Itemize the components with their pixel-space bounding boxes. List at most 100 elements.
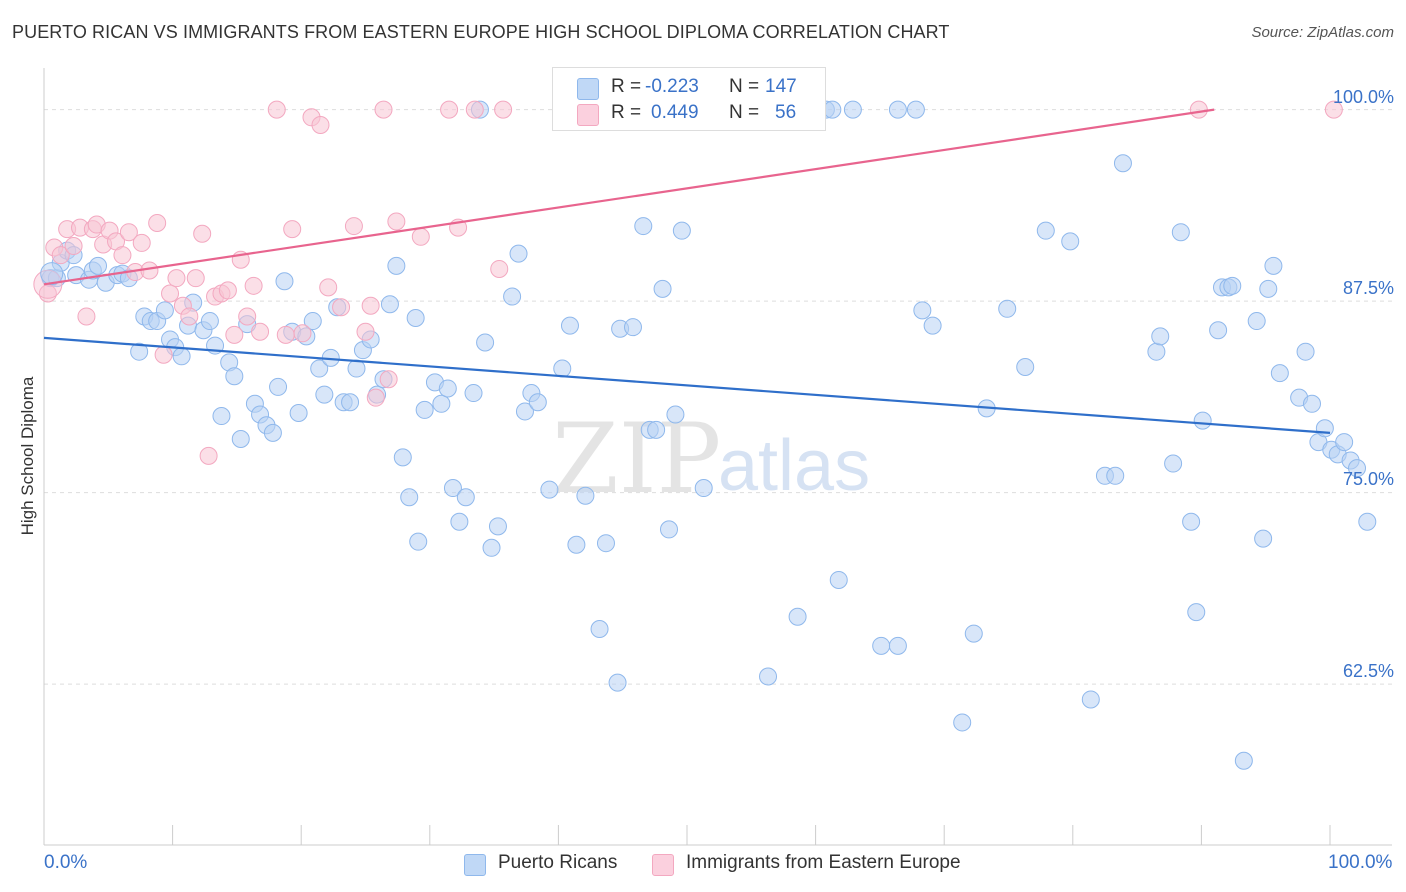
- puerto-ricans-point: [653, 279, 672, 298]
- puerto-ricans-point: [509, 244, 528, 263]
- puerto-ricans-point: [1061, 232, 1080, 251]
- puerto-ricans-point: [432, 394, 451, 413]
- puerto-ricans-point: [1151, 327, 1170, 346]
- eastern-europe-point: [113, 246, 132, 265]
- puerto-ricans-point: [666, 405, 685, 424]
- r-value: 0.449: [651, 102, 699, 123]
- puerto-ricans-point: [540, 480, 559, 499]
- eastern-europe-point: [132, 233, 151, 252]
- eastern-europe-point: [379, 370, 398, 389]
- puerto-ricans-point: [1106, 466, 1125, 485]
- y-tick-label-75: 75.0%: [1342, 469, 1394, 489]
- eastern-europe-point: [225, 325, 244, 344]
- puerto-ricans-point: [1348, 459, 1367, 478]
- puerto-ricans-point: [1147, 342, 1166, 361]
- x-tick-label-max: 100.0%: [1328, 852, 1393, 873]
- puerto-ricans-point: [503, 287, 522, 306]
- puerto-ricans-point: [567, 535, 586, 554]
- eastern-europe-point: [186, 269, 205, 288]
- eastern-europe-point: [387, 212, 406, 231]
- puerto-ricans-point: [843, 100, 862, 119]
- puerto-ricans-point: [275, 272, 294, 291]
- puerto-ricans-point: [1358, 512, 1377, 531]
- puerto-ricans-point: [263, 423, 282, 442]
- r-label: R =: [611, 102, 642, 123]
- eastern-europe-point: [161, 284, 180, 303]
- eastern-europe-point: [199, 446, 218, 465]
- puerto-ricans-point: [528, 393, 547, 412]
- puerto-ricans-point: [590, 619, 609, 638]
- eastern-europe-point: [251, 322, 270, 341]
- eastern-europe-point: [361, 296, 380, 315]
- puerto-ricans-point: [829, 570, 848, 589]
- eastern-europe-point: [356, 322, 375, 341]
- puerto-ricans-point: [1081, 690, 1100, 709]
- chart-source: Source: ZipAtlas.com: [1251, 24, 1394, 41]
- eastern-europe-trend-line: [43, 108, 1215, 286]
- eastern-europe-point: [344, 217, 363, 236]
- puerto-ricans-point: [289, 403, 308, 422]
- n-label: N =: [729, 76, 760, 97]
- puerto-ricans-point: [623, 318, 642, 337]
- eastern-europe-point: [167, 269, 186, 288]
- puerto-ricans-point: [488, 517, 507, 536]
- puerto-ricans-point: [672, 221, 691, 240]
- x-tick-label-min: 0.0%: [44, 852, 88, 873]
- puerto-ricans-point: [303, 312, 322, 331]
- puerto-ricans-point: [1247, 312, 1266, 331]
- eastern-europe-point: [293, 324, 312, 343]
- eastern-europe-point: [319, 278, 338, 297]
- puerto-ricans-point: [387, 256, 406, 275]
- eastern-europe-point: [77, 307, 96, 326]
- puerto-ricans-point: [415, 400, 434, 419]
- puerto-ricans-swatch: [577, 78, 599, 100]
- puerto-ricans-point: [212, 407, 231, 426]
- puerto-ricans-point: [608, 673, 627, 692]
- puerto-ricans-point: [464, 384, 483, 403]
- eastern-europe-point: [440, 100, 459, 119]
- n-value: 56: [775, 102, 797, 123]
- puerto-ricans-point: [823, 100, 842, 119]
- eastern-europe-point: [119, 223, 138, 242]
- eastern-europe-point: [490, 259, 509, 278]
- watermark-text: atlas: [718, 426, 870, 506]
- puerto-ricans-point: [406, 308, 425, 327]
- puerto-ricans-point: [906, 100, 925, 119]
- eastern-europe-point: [374, 100, 393, 119]
- puerto-ricans-point: [998, 299, 1017, 318]
- n-label: N =: [729, 102, 760, 123]
- puerto-ricans-point: [964, 624, 983, 643]
- puerto-ricans-point: [310, 359, 329, 378]
- puerto-ricans-point: [1335, 433, 1354, 452]
- eastern-europe-point: [267, 100, 286, 119]
- puerto-ricans-point: [759, 667, 778, 686]
- puerto-ricans-point: [1171, 223, 1190, 242]
- puerto-ricans-point: [393, 448, 412, 467]
- n-value: 147: [765, 76, 797, 97]
- puerto-ricans-point: [1259, 279, 1278, 298]
- puerto-ricans-point: [953, 713, 972, 732]
- eastern-europe-point: [465, 100, 484, 119]
- chart-title: PUERTO RICAN VS IMMIGRANTS FROM EASTERN …: [12, 22, 950, 42]
- puerto-ricans-point: [888, 100, 907, 119]
- puerto-ricans-point: [155, 301, 174, 320]
- puerto-ricans-point: [659, 520, 678, 539]
- puerto-ricans-point: [341, 393, 360, 412]
- puerto-ricans-point: [409, 532, 428, 551]
- eastern-europe-point: [51, 246, 70, 265]
- puerto-ricans-point: [1113, 154, 1132, 173]
- eastern-europe-point: [276, 325, 295, 344]
- puerto-ricans-point: [872, 636, 891, 655]
- puerto-ricans-point: [560, 316, 579, 335]
- trend-layer: [43, 108, 1331, 434]
- puerto-ricans-point: [1315, 419, 1334, 438]
- point-layer: [33, 100, 1377, 770]
- eastern-europe-point: [1189, 100, 1208, 119]
- eastern-europe-point: [366, 388, 385, 407]
- puerto-ricans-point: [89, 256, 108, 275]
- eastern-europe-swatch: [652, 854, 674, 876]
- puerto-ricans-point: [1209, 321, 1228, 340]
- puerto-ricans-point: [456, 488, 475, 507]
- legend-label: Immigrants from Eastern Europe: [686, 852, 961, 873]
